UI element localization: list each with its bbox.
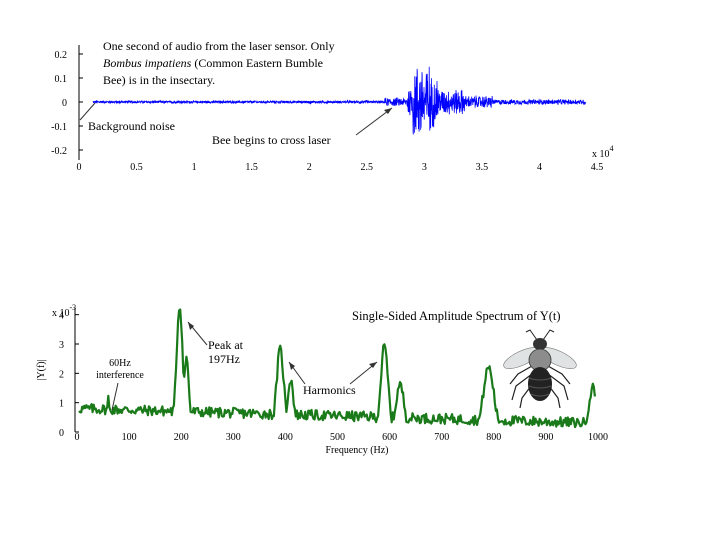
waveform-x-tick-label: 1 [192,162,197,173]
harmonics-arrowhead-right [369,362,377,368]
spectrum-chart: 0 1 2 3 4 0 100 200 300 400 500 600 700 800 900 1000 x… [36,303,608,456]
waveform-x-tick-label: 0 [77,162,82,173]
spectrum-x-tick-label: 200 [174,432,189,443]
peak-label-line2: 197Hz [208,352,240,366]
background-noise-arrow [79,102,96,121]
spectrum-x-tick-label: 700 [434,432,449,443]
peak-arrowhead [188,322,194,330]
background-noise-label: Background noise [88,119,175,133]
spectrum-x-tick-label: 100 [122,432,137,443]
waveform-x-tick-label: 0.5 [130,162,143,173]
spectrum-x-tick-label: 500 [330,432,345,443]
waveform-y-tick-label: -0.1 [51,122,67,133]
waveform-x-multiplier: x 104 [592,144,614,160]
spectrum-x-ticks: 0 100 200 300 400 500 600 700 800 900 1000 [75,432,609,443]
spectrum-xlabel: Frequency (Hz) [325,445,388,456]
waveform-y-ticks: 0.2 0.1 0 -0.1 -0.2 [51,50,83,157]
spectrum-y-ticks: 0 1 2 3 4 [59,311,79,439]
waveform-x-ticks: 0 0.5 1 1.5 2 2.5 3 3.5 4 4.5 [77,162,604,173]
waveform-description-line3: Bee) is in the insectary. [103,73,215,87]
spectrum-y-tick-label: 1 [59,399,64,410]
harmonics-arrowhead-left [289,362,295,370]
waveform-x-tick-label: 1.5 [245,162,258,173]
waveform-x-tick-label: 3.5 [476,162,489,173]
spectrum-x-tick-label: 900 [538,432,553,443]
waveform-chart: 0.2 0.1 0 -0.1 -0.2 0 0.5 1 1.5 2 2.5 3 3.5 4 4.5 x 1… [51,39,613,173]
spectrum-x-tick-label: 0 [75,432,80,443]
spectrum-title: Single-Sided Amplitude Spectrum of Y(t) [352,309,561,323]
spectrum-y-tick-label: 2 [59,369,64,380]
harmonics-label: Harmonics [303,383,356,397]
waveform-x-tick-label: 2.5 [361,162,374,173]
spectrum-x-tick-label: 400 [278,432,293,443]
interference-label-line1: 60Hz [109,358,131,369]
spectrum-x-tick-label: 300 [226,432,241,443]
waveform-y-tick-label: 0.2 [55,50,68,61]
waveform-x-tick-label: 2 [307,162,312,173]
waveform-description-line2: Bombus impatiens (Common Eastern Bumble [103,56,323,70]
spectrum-y-tick-label: 0 [59,428,64,439]
waveform-series-line [92,66,586,135]
spectrum-y-multiplier: x 10-3 [52,303,76,319]
waveform-description-line1: One second of audio from the laser senso… [103,39,335,53]
waveform-x-tick-label: 4 [537,162,542,173]
bee-begins-arrow [355,107,393,136]
waveform-y-tick-label: 0.1 [55,74,68,85]
spectrum-x-tick-label: 1000 [588,432,608,443]
waveform-x-tick-label: 4.5 [591,162,604,173]
spectrum-x-tick-label: 600 [382,432,397,443]
peak-label-line1: Peak at [208,338,244,352]
interference-label-line2: interference [96,370,144,381]
spectrum-series-line [78,308,596,429]
spectrum-x-tick-label: 800 [486,432,501,443]
spectrum-y-tick-label: 3 [59,340,64,351]
interference-arrow [111,382,119,411]
bee-begins-arrowhead [384,108,392,114]
spectrum-ylabel: |Y(f)| [36,359,47,380]
waveform-x-tick-label: 3 [422,162,427,173]
waveform-y-tick-label: 0 [62,98,67,109]
spectrum-y-tick-label: 4 [59,311,64,322]
bumble-bee-illustration [503,329,577,409]
waveform-y-tick-label: -0.2 [51,146,67,157]
bee-begins-label: Bee begins to cross laser [212,133,331,147]
